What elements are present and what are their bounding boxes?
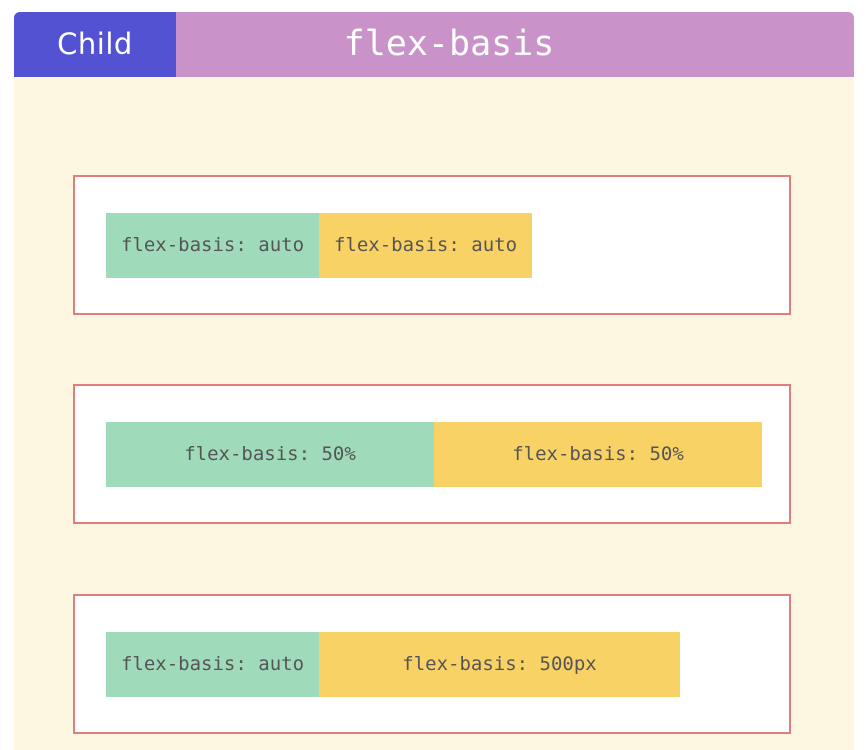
flex-row: flex-basis: auto flex-basis: 500px — [106, 632, 680, 697]
flex-container-example-2: flex-basis: 50% flex-basis: 50% — [73, 384, 791, 524]
flex-row: flex-basis: 50% flex-basis: 50% — [106, 422, 762, 487]
page-title: flex-basis — [343, 24, 555, 64]
flex-item-yellow: flex-basis: 500px — [319, 632, 680, 697]
flex-basis-card: Child flex-basis flex-basis: auto flex-b… — [14, 12, 854, 750]
flex-row: flex-basis: auto flex-basis: auto — [106, 213, 532, 278]
header-bar: Child flex-basis — [14, 12, 854, 77]
child-tag: Child — [14, 12, 176, 77]
flex-item-yellow: flex-basis: 50% — [434, 422, 762, 487]
flex-item-green: flex-basis: 50% — [106, 422, 434, 487]
flex-container-example-1: flex-basis: auto flex-basis: auto — [73, 175, 791, 315]
flex-item-green: flex-basis: auto — [106, 213, 319, 278]
flex-item-green: flex-basis: auto — [106, 632, 319, 697]
flex-item-yellow: flex-basis: auto — [319, 213, 532, 278]
flex-container-example-3: flex-basis: auto flex-basis: 500px — [73, 594, 791, 734]
